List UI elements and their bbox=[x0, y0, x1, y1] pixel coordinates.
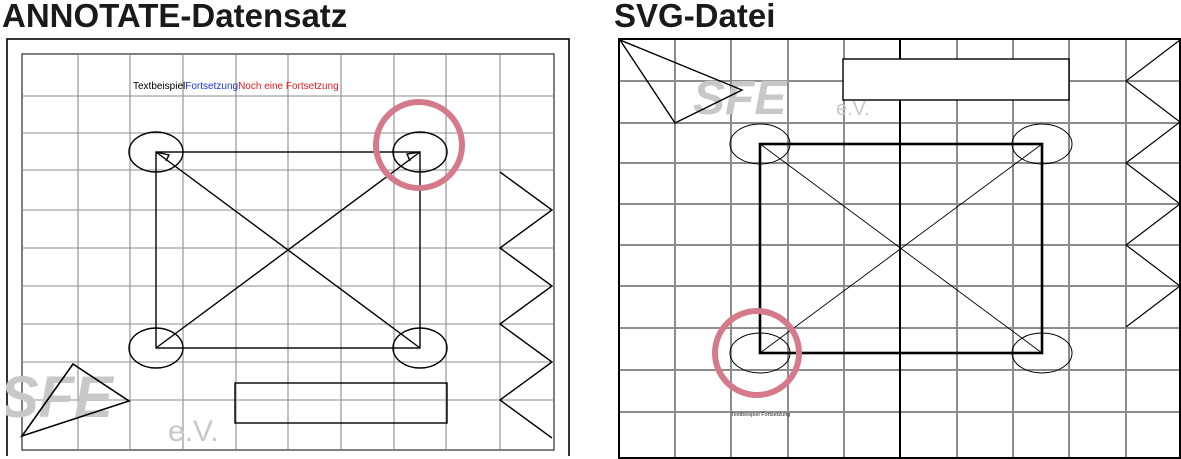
empty-rectangle bbox=[842, 58, 1070, 101]
arrowhead-2 bbox=[406, 151, 421, 162]
highlight-circle bbox=[712, 308, 802, 398]
left-panel-title: ANNOTATE-Datensatz bbox=[2, 0, 348, 34]
highlight-circle bbox=[373, 99, 465, 191]
diagonal-arrow-2 bbox=[155, 151, 421, 349]
sfe-logo-letters: SFE bbox=[693, 72, 788, 125]
sfe-logo-letters: SFE bbox=[6, 365, 115, 430]
annotate-dataset-drawing: SFE e.V. TextbeispielFortsetzungNoch ein… bbox=[6, 38, 570, 456]
sfe-logo: SFE e.V. bbox=[6, 365, 219, 448]
ellipse-top-left bbox=[128, 131, 184, 173]
annotation-text-part-3: Noch eine Fortsetzung bbox=[238, 81, 339, 92]
svg-file-drawing: SFE e.V. Textbeispiel Fortsetzung bbox=[618, 38, 1181, 459]
arrowhead-1 bbox=[155, 151, 171, 162]
right-panel-title: SVG-Datei bbox=[614, 0, 776, 34]
ellipse-top-right bbox=[392, 131, 448, 173]
annotation-text-part-1: Textbeispiel bbox=[133, 81, 185, 92]
empty-rectangle bbox=[234, 382, 448, 424]
sfe-logo-suffix: e.V. bbox=[836, 98, 870, 120]
sfe-logo: SFE e.V. bbox=[693, 72, 870, 125]
zigzag-line bbox=[498, 171, 554, 439]
ellipse-bottom-left bbox=[128, 327, 184, 369]
tiny-annotation-text: Textbeispiel Fortsetzung bbox=[731, 412, 790, 418]
triangle bbox=[618, 38, 744, 124]
rectangle bbox=[758, 142, 1044, 355]
rectangle bbox=[155, 151, 421, 349]
annotation-text: TextbeispielFortsetzungNoch eine Fortset… bbox=[133, 81, 339, 92]
diagonal-line-2 bbox=[759, 143, 1043, 354]
annotation-text-part-2: Fortsetzung bbox=[185, 81, 238, 92]
triangle bbox=[19, 362, 131, 438]
ellipse-bottom-right bbox=[392, 327, 448, 369]
sfe-logo-suffix: e.V. bbox=[168, 415, 219, 448]
zigzag-line bbox=[1125, 39, 1181, 328]
grid bbox=[22, 54, 554, 450]
